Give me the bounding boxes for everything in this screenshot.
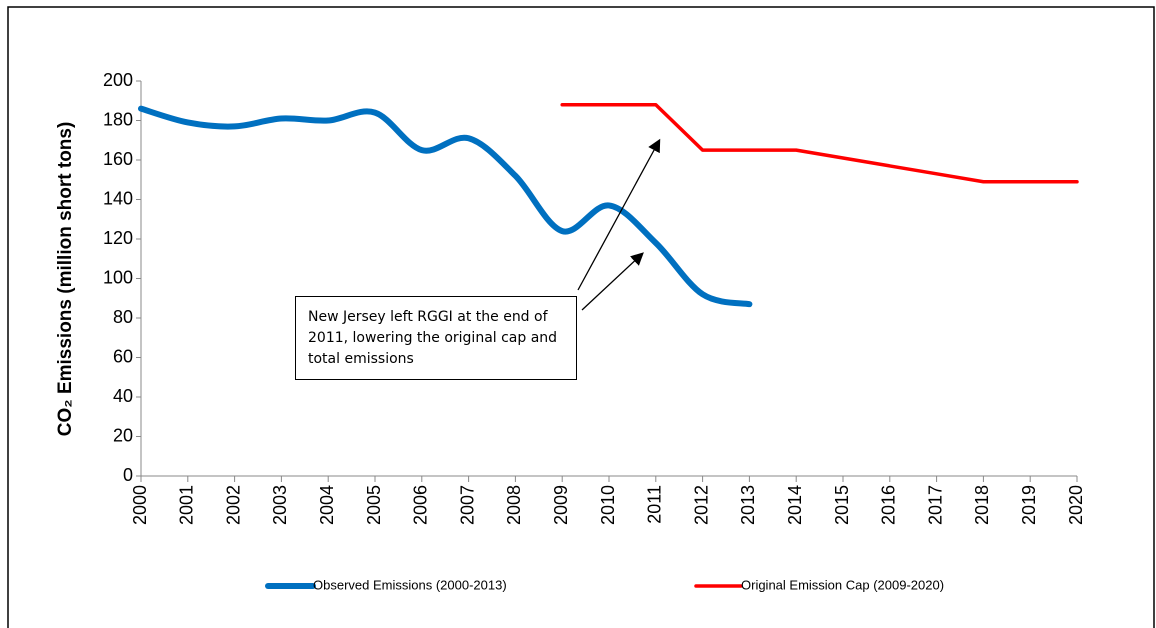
legend-label: Observed Emissions (2000-2013) [313,577,507,592]
x-tick-label: 2005 [364,485,384,525]
legend-label: Original Emission Cap (2009-2020) [741,577,944,592]
y-tick-label: 140 [103,188,133,208]
annotation-arrows [577,138,661,311]
y-tick-label: 20 [113,425,133,445]
y-tick-label: 200 [103,70,133,90]
x-tick-label: 2000 [130,485,150,525]
x-tick-label: 2011 [645,485,665,524]
x-tick-label: 2010 [598,485,618,525]
x-tick-label: 2020 [1066,485,1086,525]
y-tick-label: 60 [113,346,133,366]
x-tick-label: 2013 [738,485,758,525]
x-tick-label: 2002 [223,485,243,525]
x-tick-label: 2009 [551,485,571,525]
y-tick-label: 100 [103,267,133,287]
annotation: New Jersey left RGGI at the end of 2011,… [295,296,577,380]
x-tick-label: 2012 [691,485,711,525]
x-tick-label: 2014 [785,485,805,525]
arrow [577,138,661,291]
x-tick-label: 2008 [504,485,524,525]
x-tick-label: 2001 [177,485,197,525]
series-line [138,105,753,308]
x-tick-label: 2006 [411,485,431,525]
x-tick-label: 2019 [1019,485,1039,525]
series-line [560,102,1079,184]
x-tick-label: 2004 [317,485,337,525]
frame [7,6,1155,628]
y-tick-label: 120 [103,228,133,248]
y-axis-label: CO₂ Emissions (million short tons) [55,122,76,437]
x-tick-label: 2016 [879,485,899,525]
x-tick-label: 2015 [832,485,852,525]
y-tick-label: 160 [103,149,133,169]
y-tick-label: 80 [113,307,133,327]
x-tick-label: 2007 [457,485,477,525]
arrow [581,252,644,311]
x-tick-label: 2017 [925,485,945,525]
y-tick-label: 0 [123,465,133,485]
x-tick-label: 2018 [972,485,992,525]
y-tick-label: 40 [113,386,133,406]
y-tick-label: 180 [103,109,133,129]
x-tick-label: 2003 [270,485,290,525]
